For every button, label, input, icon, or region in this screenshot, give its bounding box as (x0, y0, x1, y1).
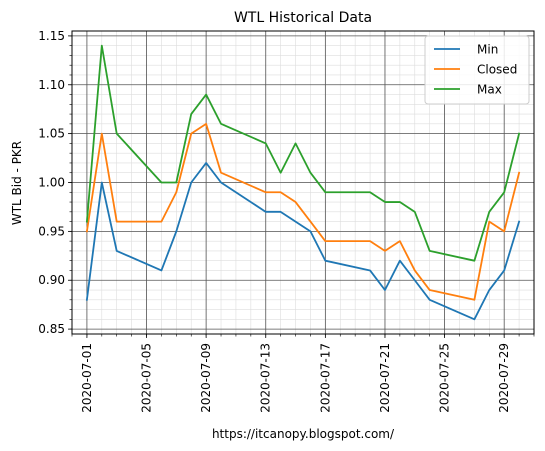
y-tick-label: 0.90 (38, 273, 65, 287)
x-tick-label: 2020-07-21 (378, 343, 392, 413)
major-grid (72, 31, 534, 334)
series-lines (85, 44, 521, 321)
series-line-max (85, 44, 521, 262)
axis-ticks (68, 35, 535, 338)
y-tick-label: 1.05 (38, 127, 65, 141)
x-tick-label: 2020-07-01 (80, 343, 94, 413)
x-tick-label: 2020-07-05 (140, 343, 154, 413)
chart-title: WTL Historical Data (234, 10, 372, 26)
legend-label-min: Min (477, 43, 498, 57)
legend: Min Closed Max (424, 35, 530, 105)
x-tick-label: 2020-07-29 (497, 343, 511, 413)
legend-box (424, 35, 530, 105)
y-tick-label: 1.00 (38, 176, 65, 190)
y-tick-label: 0.95 (38, 224, 65, 238)
tick-labels: 0.85 0.90 0.95 1.00 1.05 1.10 1.15 2020-07-01 20… (38, 29, 511, 413)
y-tick-label: 0.85 (38, 322, 65, 336)
x-tick-label: 2020-07-25 (438, 343, 452, 413)
x-tick-label: 2020-07-17 (318, 343, 332, 413)
footer-url: https://itcanopy.blogspot.com/ (212, 427, 395, 441)
x-tick-label: 2020-07-09 (199, 343, 213, 413)
series-line-closed (85, 122, 521, 301)
y-axis-label: WTL Bid - PKR (10, 141, 24, 225)
legend-label-closed: Closed (477, 63, 517, 77)
legend-label-max: Max (477, 83, 502, 97)
series-line-min (85, 162, 521, 321)
y-tick-label: 1.10 (38, 78, 65, 92)
x-tick-label: 2020-07-13 (259, 343, 273, 413)
y-tick-label: 1.15 (38, 29, 65, 43)
